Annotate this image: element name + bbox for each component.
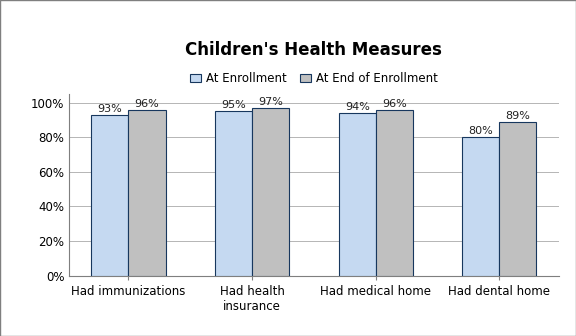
Bar: [215, 111, 252, 276]
Bar: [92, 115, 128, 276]
Text: 97%: 97%: [258, 97, 283, 107]
Text: 94%: 94%: [345, 102, 370, 112]
Bar: [339, 113, 376, 276]
Text: 96%: 96%: [382, 99, 407, 109]
Legend: At Enrollment, At End of Enrollment: At Enrollment, At End of Enrollment: [185, 67, 442, 90]
Text: 95%: 95%: [221, 100, 246, 111]
Bar: [376, 110, 413, 276]
Bar: [463, 137, 499, 276]
Bar: [499, 122, 536, 276]
Title: Children's Health Measures: Children's Health Measures: [185, 41, 442, 59]
Bar: [128, 110, 165, 276]
Text: 96%: 96%: [135, 99, 160, 109]
Text: 80%: 80%: [468, 126, 493, 136]
Bar: [252, 108, 289, 276]
Text: 93%: 93%: [97, 104, 122, 114]
Text: 89%: 89%: [506, 111, 530, 121]
